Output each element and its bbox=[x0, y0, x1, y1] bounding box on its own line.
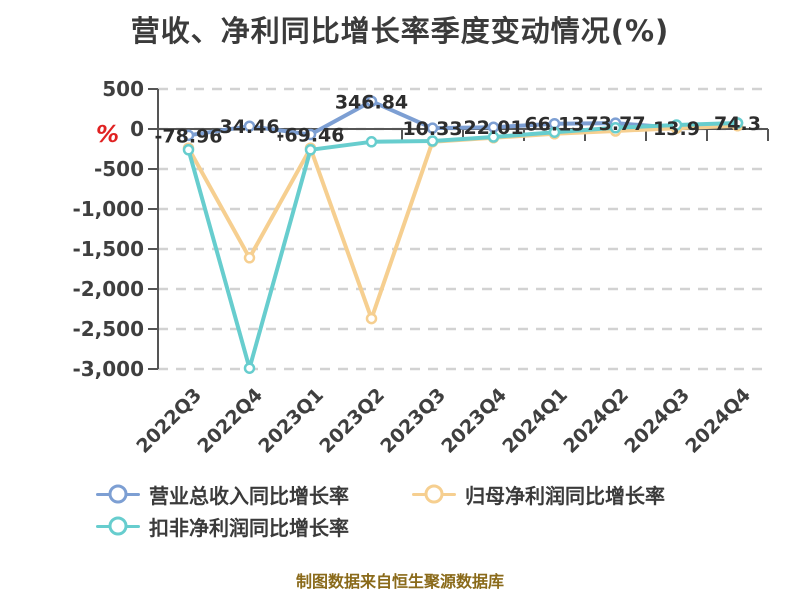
legend-row: 营业总收入同比增长率 归母净利润同比增长率 bbox=[96, 478, 736, 510]
y-tick-label: -2,000 bbox=[72, 277, 144, 301]
y-tick-label: -1,000 bbox=[72, 197, 144, 221]
deducted-net-profit-growth-marker[interactable] bbox=[243, 362, 256, 374]
legend-label: 营业总收入同比增长率 bbox=[149, 483, 349, 508]
data-label: 74.3 bbox=[714, 113, 761, 135]
revenue-growth-marker[interactable] bbox=[243, 120, 256, 132]
data-label: 13.9 bbox=[653, 118, 700, 140]
net-profit-growth-marker[interactable] bbox=[365, 312, 378, 325]
x-tick-label: 2022Q3 bbox=[132, 384, 206, 458]
legend-item-net-profit-growth[interactable]: 归母净利润同比增长率 bbox=[412, 480, 665, 509]
data-label: 346.84 bbox=[335, 91, 408, 113]
y-tick-label: -2,500 bbox=[72, 317, 144, 341]
line-marker-icon bbox=[96, 484, 140, 504]
legend-label: 扣非净利润同比增长率 bbox=[149, 515, 349, 540]
x-tick-label: 2023Q4 bbox=[437, 384, 511, 458]
data-label: 22.01 bbox=[463, 117, 523, 139]
x-tick-label: 2024Q4 bbox=[681, 384, 755, 458]
x-tick-label: 2022Q4 bbox=[193, 384, 267, 458]
revenue-growth-marker[interactable] bbox=[426, 122, 439, 134]
data-label: 73.77 bbox=[585, 113, 645, 135]
legend-row: 扣非净利润同比增长率 bbox=[96, 510, 736, 542]
deducted-net-profit-growth-marker[interactable] bbox=[670, 119, 683, 131]
line-marker-icon bbox=[412, 484, 456, 504]
y-tick-label: 500 bbox=[102, 77, 144, 101]
deducted-net-profit-growth-marker[interactable] bbox=[365, 136, 378, 148]
x-tick-label: 2024Q3 bbox=[620, 384, 694, 458]
deducted-net-profit-growth-line bbox=[186, 121, 740, 371]
y-tick-label: -3,000 bbox=[72, 357, 144, 381]
chart-title: 营收、净利同比增长率季度变动情况(%) bbox=[130, 14, 670, 48]
y-tick-label: -1,500 bbox=[72, 237, 144, 261]
y-tick-label: 0 bbox=[130, 117, 144, 141]
data-label: -78.96 bbox=[155, 125, 223, 147]
data-label: 66.13 bbox=[524, 114, 584, 136]
revenue-growth-marker[interactable] bbox=[304, 128, 317, 141]
deducted-net-profit-growth-marker[interactable] bbox=[426, 135, 439, 147]
y-axis-unit-label: % bbox=[96, 122, 120, 148]
deducted-net-profit-growth-marker[interactable] bbox=[182, 144, 195, 156]
legend-label: 归母净利润同比增长率 bbox=[465, 483, 665, 508]
data-label: 10.33 bbox=[402, 118, 462, 140]
data-label: -69.46 bbox=[277, 125, 345, 147]
revenue-growth-marker[interactable] bbox=[365, 95, 378, 108]
line-marker-icon bbox=[96, 516, 140, 536]
deducted-net-profit-growth-marker[interactable] bbox=[548, 126, 561, 138]
legend-item-revenue-growth[interactable]: 营业总收入同比增长率 bbox=[96, 480, 412, 509]
deducted-net-profit-growth-marker[interactable] bbox=[487, 131, 500, 143]
x-tick-label: 2023Q1 bbox=[254, 384, 328, 458]
net-profit-growth-marker[interactable] bbox=[243, 252, 256, 264]
revenue-growth-marker[interactable] bbox=[182, 129, 195, 142]
x-tick-label: 2024Q1 bbox=[498, 384, 572, 458]
data-label: 34.46 bbox=[219, 116, 279, 138]
deducted-net-profit-growth-marker[interactable] bbox=[731, 117, 744, 129]
y-tick-label: -500 bbox=[94, 157, 144, 181]
deducted-net-profit-growth-marker[interactable] bbox=[609, 122, 622, 134]
legend: 营业总收入同比增长率 归母净利润同比增长率 扣非净利润同比增长率 bbox=[96, 478, 736, 542]
x-tick-label: 2024Q2 bbox=[559, 384, 633, 458]
data-source-note: 制图数据来自恒生聚源数据库 bbox=[295, 572, 504, 591]
x-tick-label: 2023Q3 bbox=[376, 384, 450, 458]
legend-item-deducted-net-profit-growth[interactable]: 扣非净利润同比增长率 bbox=[96, 512, 412, 541]
deducted-net-profit-growth-marker[interactable] bbox=[304, 144, 317, 156]
x-tick-label: 2023Q2 bbox=[315, 384, 389, 458]
